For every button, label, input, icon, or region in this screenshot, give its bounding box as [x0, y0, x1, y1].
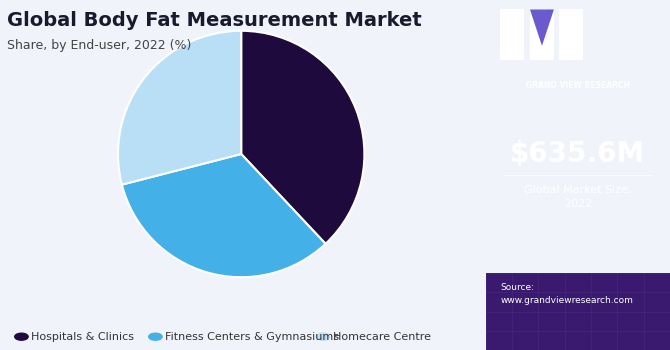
FancyBboxPatch shape — [559, 9, 584, 60]
Text: Global Body Fat Measurement Market: Global Body Fat Measurement Market — [7, 10, 421, 29]
Wedge shape — [241, 31, 364, 244]
Text: Global Market Size,
2022: Global Market Size, 2022 — [524, 186, 632, 209]
Text: $635.6M: $635.6M — [511, 140, 645, 168]
Polygon shape — [530, 9, 554, 46]
Text: Hospitals & Clinics: Hospitals & Clinics — [31, 332, 135, 342]
Text: Fitness Centers & Gymnasiums: Fitness Centers & Gymnasiums — [165, 332, 340, 342]
Wedge shape — [122, 154, 326, 277]
Wedge shape — [118, 31, 241, 185]
FancyBboxPatch shape — [500, 9, 525, 60]
Text: Homecare Centre: Homecare Centre — [333, 332, 431, 342]
Text: Share, by End-user, 2022 (%): Share, by End-user, 2022 (%) — [7, 38, 191, 51]
Text: GRAND VIEW RESEARCH: GRAND VIEW RESEARCH — [526, 80, 630, 90]
FancyBboxPatch shape — [530, 9, 554, 60]
FancyBboxPatch shape — [486, 273, 670, 350]
Text: Source:
www.grandviewresearch.com: Source: www.grandviewresearch.com — [500, 284, 633, 305]
